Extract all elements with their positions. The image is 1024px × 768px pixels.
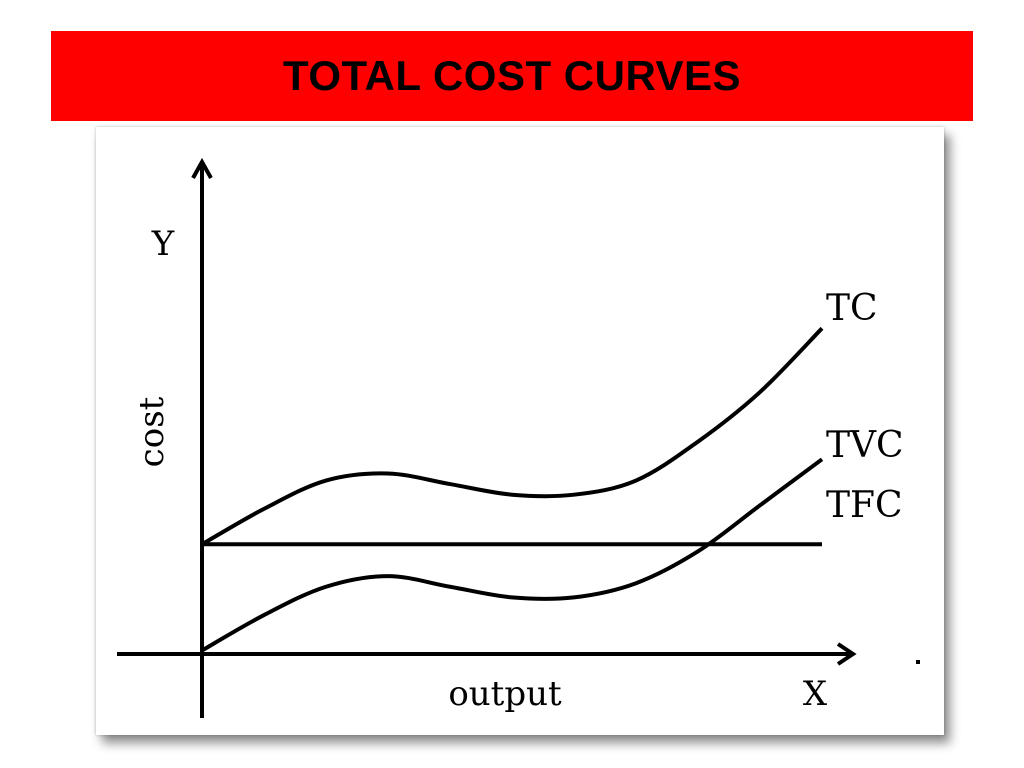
series-tvc-label: TVC [826, 425, 904, 466]
series-tc-line [201, 326, 824, 546]
x-axis-arrowhead [836, 642, 857, 666]
stray-dot [916, 660, 920, 664]
title-banner: TOTAL COST CURVES [51, 31, 973, 121]
chart-figure-frame [96, 127, 944, 735]
chart-title: TOTAL COST CURVES [282, 52, 742, 99]
x-axis-letter: X [803, 674, 828, 714]
y-axis-letter: Y [151, 224, 175, 264]
y-axis-label: cost [132, 396, 172, 467]
y-axis-arrowhead [191, 157, 213, 179]
series-tfc-label: TFC [826, 485, 903, 526]
x-axis-label: output [448, 674, 562, 714]
series-tvc-line [201, 457, 824, 653]
series-tc-label: TC [826, 288, 878, 329]
